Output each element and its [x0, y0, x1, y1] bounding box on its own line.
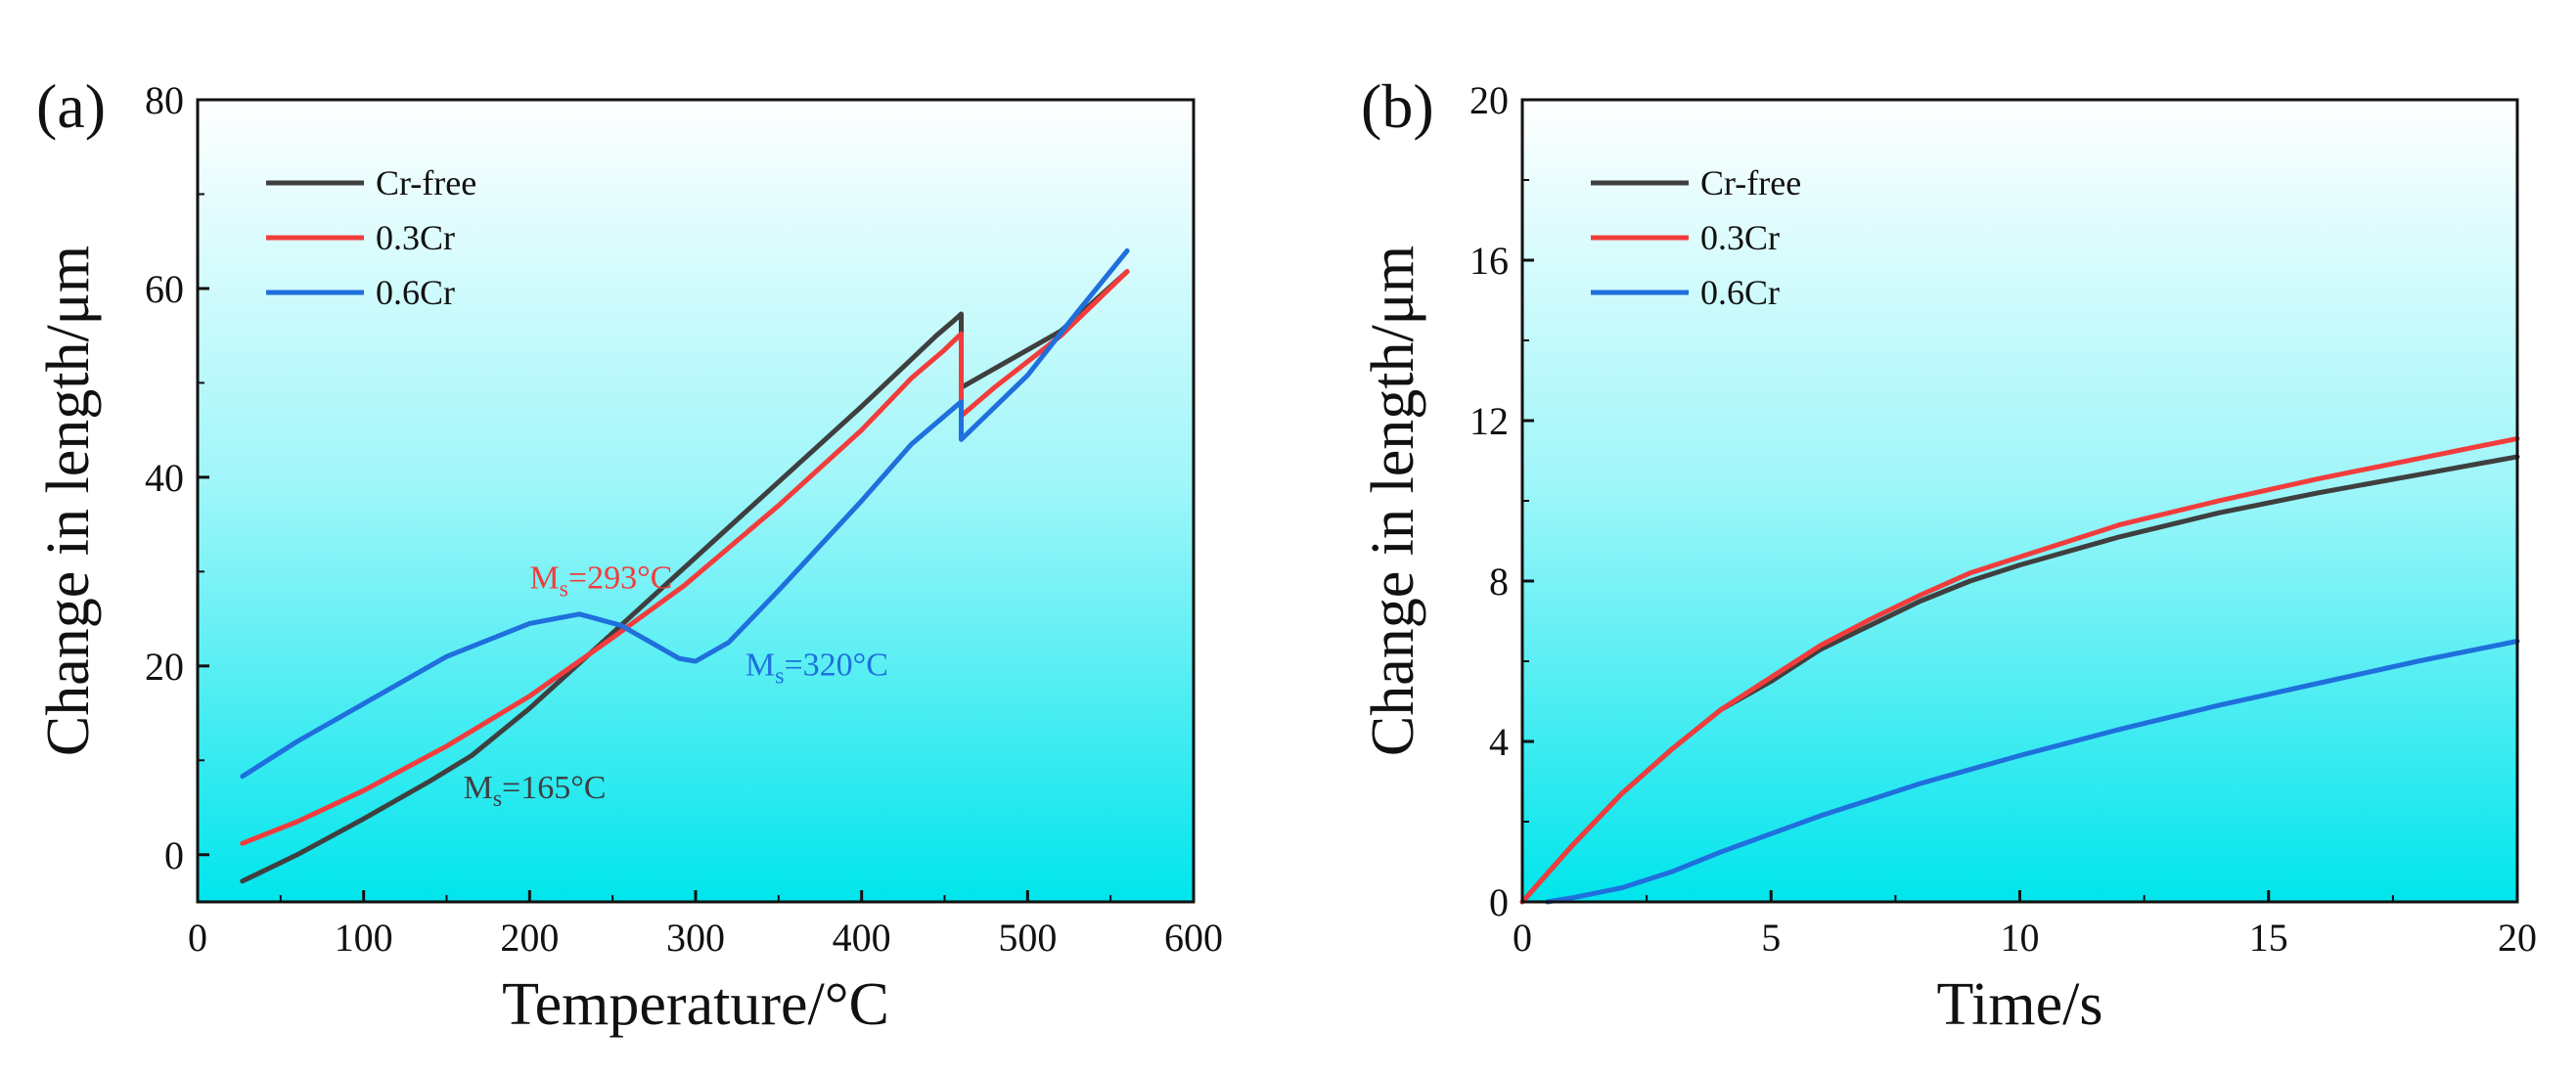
- panel-a-x-axis-title: Temperature/°C: [502, 971, 889, 1038]
- panel-a-ytick-label: 80: [145, 78, 184, 122]
- panel-a-panel-label: (a): [36, 71, 106, 141]
- panel-a-series-cr-free: [240, 269, 1130, 884]
- panel-b-ytick-label: 8: [1489, 560, 1509, 604]
- panel-b-ytick-label: 20: [1469, 78, 1509, 122]
- panel-a-xtick-label: 600: [1164, 916, 1223, 960]
- panel-b-xtick-label: 10: [2001, 916, 2040, 960]
- panel-b-ytick-label: 4: [1489, 720, 1509, 764]
- panel-b-panel-label: (b): [1361, 71, 1434, 141]
- panel-a-y-axis-title: Change in length/μm: [35, 246, 102, 756]
- panel-a-xtick-label: 300: [666, 916, 725, 960]
- panel-a-legend-label-0-3cr: 0.3Cr: [376, 218, 455, 257]
- panel-b-ytick-label: 16: [1469, 239, 1509, 283]
- panel-a-annotation-165: Ms=165°C: [463, 770, 606, 812]
- panel-a-legend-label-0-6cr: 0.6Cr: [376, 273, 455, 312]
- panel-a-legend-label-cr-free: Cr-free: [376, 163, 476, 202]
- panel-b-x-axis-title: Time/s: [1936, 971, 2102, 1038]
- panel-a-annotation-293: Ms=293°C: [529, 560, 672, 603]
- panel-a-annotation-320: Ms=320°C: [746, 647, 888, 689]
- panel-a: 0 100 200 300 400 500 600 0 20 40 60 80 Temperature/…: [35, 71, 1223, 1038]
- panel-a-xtick-label: 200: [500, 916, 559, 960]
- panel-b-xtick-label: 5: [1761, 916, 1781, 960]
- panel-a-ytick-label: 0: [164, 833, 184, 877]
- panel-a-xtick-label: 100: [335, 916, 393, 960]
- panel-b-legend-label-0-3cr: 0.3Cr: [1700, 218, 1780, 257]
- panel-b: 0 5 10 15 20 0 4 8 12 16 20 Time/s Change in length/…: [1360, 71, 2537, 1038]
- panel-b-xtick-label: 15: [2249, 916, 2288, 960]
- panel-b-y-axis-title: Change in length/μm: [1360, 246, 1426, 756]
- panel-a-xtick-label: 0: [188, 916, 207, 960]
- panel-a-ytick-label: 20: [145, 645, 184, 689]
- panel-a-series-0-3cr: [240, 269, 1130, 846]
- panel-b-series-0-3cr: [1519, 435, 2520, 905]
- panel-b-legend-label-0-6cr: 0.6Cr: [1700, 273, 1780, 312]
- panel-a-plot-area: [198, 100, 1194, 902]
- panel-a-ytick-label: 60: [145, 267, 184, 311]
- panel-b-plot-area: [1522, 100, 2517, 902]
- panel-a-series-0-6cr: [240, 247, 1130, 780]
- panel-b-xtick-label: 0: [1513, 916, 1532, 960]
- panel-b-legend-label-cr-free: Cr-free: [1700, 163, 1801, 202]
- panel-a-xtick-label: 400: [833, 916, 891, 960]
- panel-b-ytick-label: 12: [1469, 399, 1509, 443]
- panel-a-xtick-label: 500: [998, 916, 1057, 960]
- panel-a-ytick-label: 40: [145, 456, 184, 500]
- panel-b-xtick-label: 20: [2498, 916, 2537, 960]
- panel-b-series-0-6cr: [1544, 639, 2520, 905]
- panel-b-ytick-label: 0: [1489, 880, 1509, 924]
